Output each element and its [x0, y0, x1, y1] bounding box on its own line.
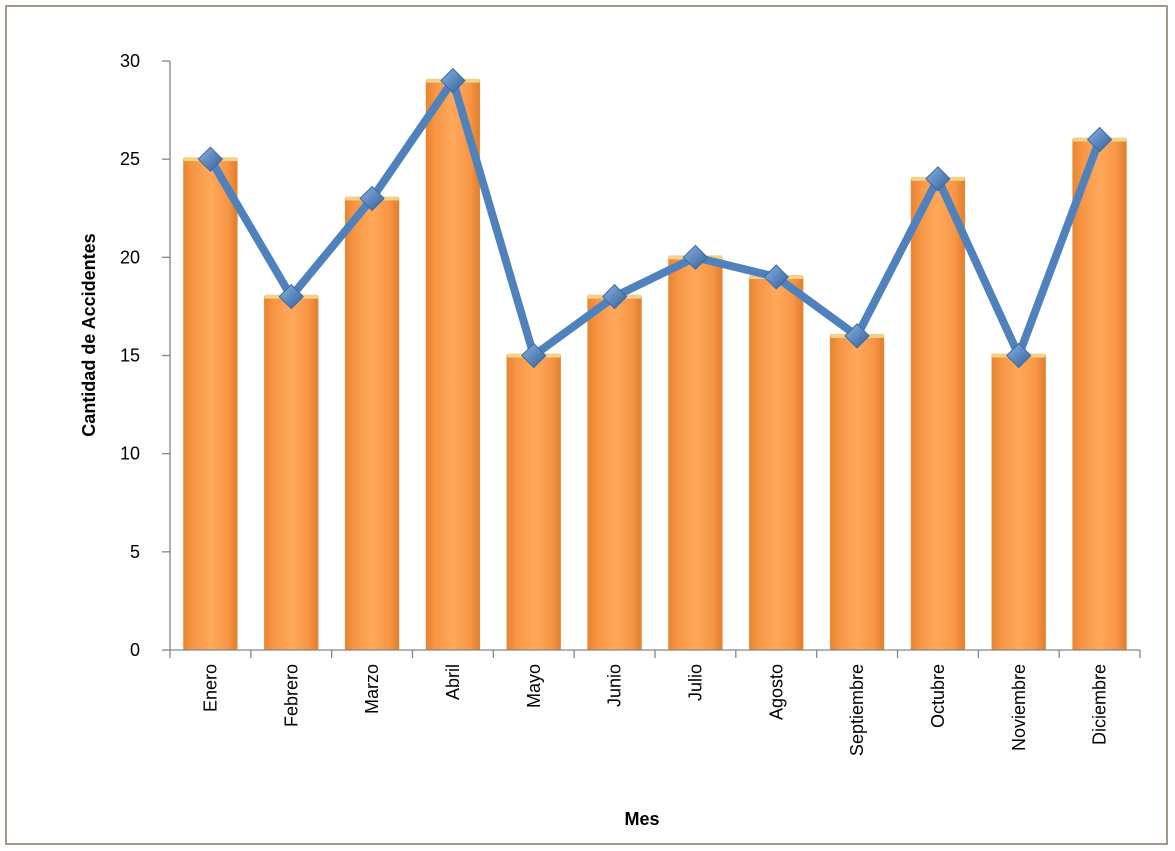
x-tick-label: Noviembre: [1009, 664, 1029, 751]
y-tick-label: 25: [120, 149, 140, 169]
x-tick-label: Agosto: [766, 664, 786, 720]
bars-layer: [183, 78, 1127, 651]
bar-enero: [183, 158, 238, 651]
y-tick-label: 15: [120, 346, 140, 366]
line-marker-junio: [601, 283, 628, 310]
line-marker-octubre: [925, 166, 951, 192]
x-tick-label: Enero: [200, 664, 220, 712]
labels-layer: 0 5 10 15 20 25 30 Enero Febrero Marzo Abril Mayo Ju…: [120, 51, 1110, 756]
bar-noviembre: [991, 355, 1046, 651]
line-marker-diciembre: [1086, 126, 1113, 153]
line-marker-mayo: [521, 342, 547, 369]
x-tick-label: Abril: [443, 664, 463, 700]
y-tick-label: 30: [120, 51, 140, 71]
axis-layer: [162, 60, 1141, 658]
bar-diciembre: [1072, 139, 1127, 651]
x-tick-label: Mayo: [524, 664, 544, 708]
bar-octubre: [910, 178, 966, 651]
x-tick-label: Diciembre: [1090, 664, 1110, 745]
line-marker-enero: [197, 146, 224, 172]
y-tick-label: 5: [130, 542, 140, 562]
bar-julio: [668, 256, 723, 651]
bar-febrero: [264, 296, 319, 651]
bar-mayo: [506, 355, 561, 651]
line-series: [206, 76, 1104, 360]
line-marker-septiembre: [844, 323, 870, 349]
line-layer: [197, 67, 1113, 369]
x-axis-title: Mes: [624, 809, 659, 829]
line-marker-febrero: [278, 283, 304, 310]
bar-septiembre: [829, 335, 885, 651]
y-tick-label: 0: [130, 640, 140, 660]
line-marker-agosto: [763, 264, 789, 290]
line-marker-marzo: [359, 185, 385, 212]
line-marker-julio: [682, 244, 709, 271]
bar-abril: [425, 80, 481, 651]
x-tick-label: Febrero: [281, 664, 301, 727]
y-axis-title: Cantidad de Accidentes: [79, 233, 99, 436]
x-tick-label: Octubre: [928, 664, 948, 728]
x-tick-label: Septiembre: [847, 664, 867, 756]
y-tick-label: 10: [120, 444, 140, 464]
bar-junio: [587, 296, 642, 651]
line-marker-abril: [440, 67, 466, 94]
bar-marzo: [344, 197, 400, 651]
line-marker-noviembre: [1006, 342, 1032, 369]
y-tick-label: 20: [120, 247, 140, 267]
x-tick-label: Julio: [685, 664, 705, 701]
x-tick-label: Marzo: [362, 664, 382, 714]
bar-agosto: [749, 276, 804, 651]
x-tick-label: Junio: [605, 664, 625, 707]
